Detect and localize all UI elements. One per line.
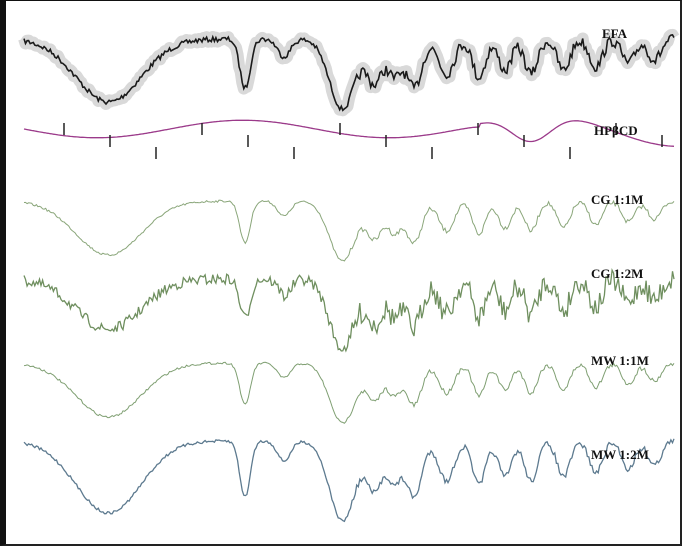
ftir-spectra-chart: EFA HPβCD CG 1:1M CG 1:2M MW 1:1M MW 1:2M bbox=[18, 26, 680, 523]
series-label-0: EFA bbox=[602, 26, 628, 41]
spectra-labels: EFA HPβCD CG 1:1M CG 1:2M MW 1:1M MW 1:2M bbox=[591, 26, 649, 462]
spectrum-line-4 bbox=[23, 361, 675, 424]
spectrum-line-1 bbox=[23, 119, 675, 147]
spectrum-line-0 bbox=[23, 34, 675, 112]
series-label-1: HPβCD bbox=[594, 123, 638, 138]
series-label-3: CG 1:2M bbox=[591, 266, 643, 281]
spectrum-line-5 bbox=[23, 438, 675, 523]
series-label-5: MW 1:2M bbox=[591, 447, 649, 462]
series-label-2: CG 1:1M bbox=[591, 192, 643, 207]
spectrum-line-3 bbox=[23, 267, 675, 353]
spectrum-line-2 bbox=[23, 199, 675, 262]
series-label-4: MW 1:1M bbox=[591, 353, 649, 368]
spectra-traces bbox=[18, 28, 680, 523]
